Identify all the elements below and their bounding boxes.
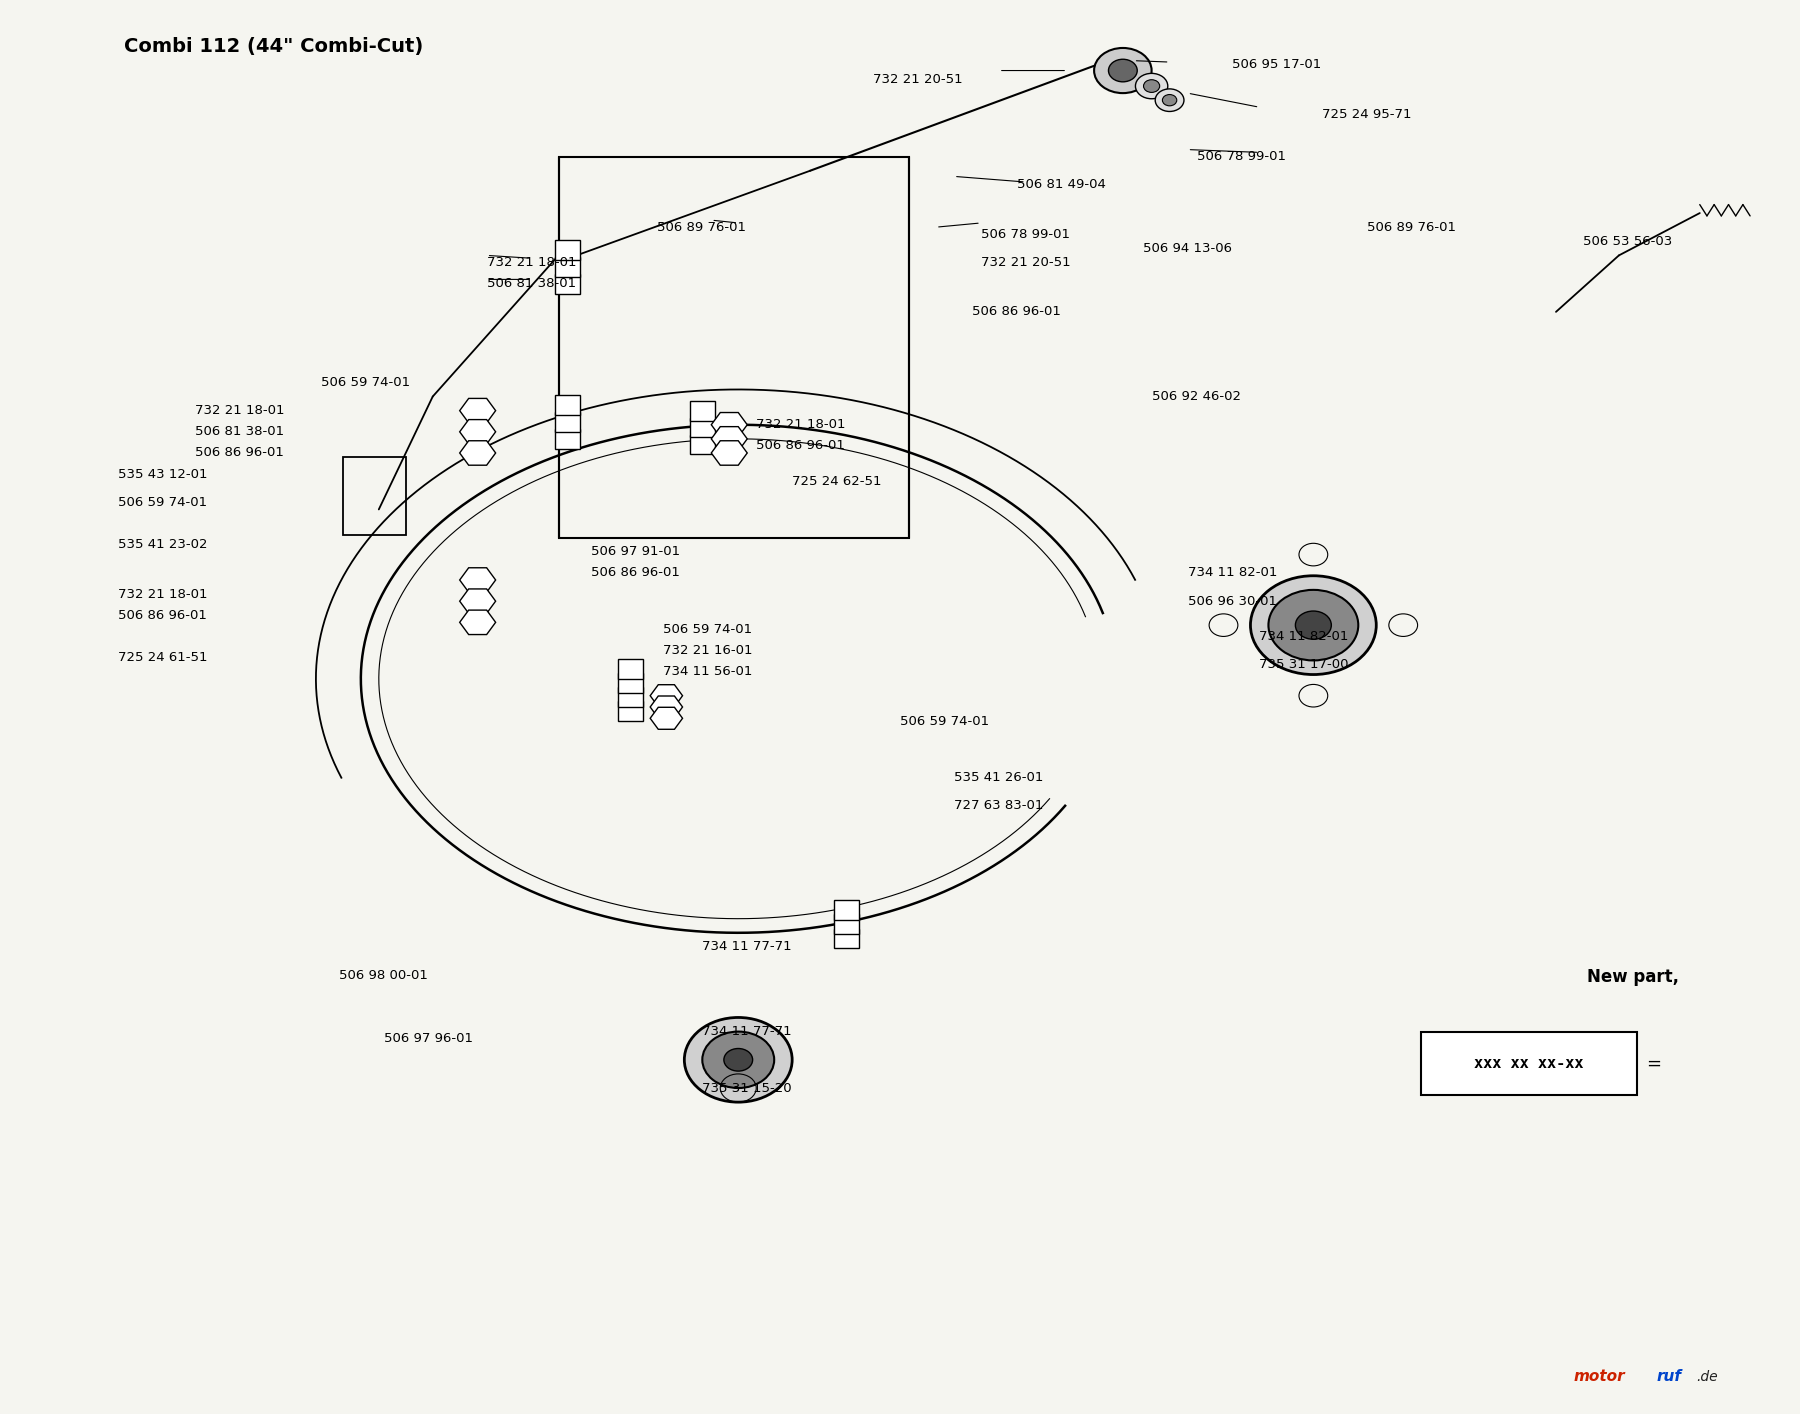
- Bar: [617, 687, 643, 707]
- Text: 506 78 99-01: 506 78 99-01: [981, 228, 1069, 240]
- Text: 734 11 56-01: 734 11 56-01: [662, 665, 752, 679]
- Text: Combi 112 (44" Combi-Cut): Combi 112 (44" Combi-Cut): [124, 37, 423, 55]
- Polygon shape: [650, 696, 682, 718]
- Bar: [554, 240, 580, 260]
- Text: 506 94 13-06: 506 94 13-06: [1143, 242, 1231, 255]
- Text: New part,: New part,: [1586, 969, 1679, 986]
- Bar: [554, 411, 580, 431]
- Text: ruf: ruf: [1656, 1369, 1681, 1384]
- Polygon shape: [711, 441, 747, 465]
- Circle shape: [684, 1018, 792, 1102]
- Text: 725 24 95-71: 725 24 95-71: [1323, 107, 1411, 120]
- Text: 506 78 99-01: 506 78 99-01: [1197, 150, 1285, 163]
- Polygon shape: [459, 568, 495, 592]
- Polygon shape: [459, 609, 495, 635]
- Polygon shape: [711, 413, 747, 437]
- Polygon shape: [459, 420, 495, 444]
- Circle shape: [1143, 79, 1159, 92]
- Text: 725 24 62-51: 725 24 62-51: [792, 475, 882, 488]
- Text: 506 98 00-01: 506 98 00-01: [338, 969, 428, 981]
- Bar: [554, 257, 580, 277]
- Text: 732 21 18-01: 732 21 18-01: [196, 404, 284, 417]
- Text: 506 96 30-01: 506 96 30-01: [1188, 595, 1276, 608]
- Text: 732 21 16-01: 732 21 16-01: [662, 643, 752, 658]
- Circle shape: [702, 1032, 774, 1087]
- Bar: [833, 915, 859, 935]
- Text: 732 21 20-51: 732 21 20-51: [873, 72, 963, 85]
- Bar: [1422, 1032, 1636, 1094]
- Text: 506 59 74-01: 506 59 74-01: [900, 714, 990, 728]
- Text: xxx xx xx-xx: xxx xx xx-xx: [1474, 1056, 1584, 1070]
- Text: 734 11 82-01: 734 11 82-01: [1260, 631, 1348, 643]
- Polygon shape: [459, 590, 495, 614]
- Text: 506 86 96-01: 506 86 96-01: [756, 440, 844, 452]
- Bar: [617, 701, 643, 721]
- Circle shape: [1296, 611, 1332, 639]
- Bar: [833, 929, 859, 949]
- Text: 506 81 38-01: 506 81 38-01: [486, 277, 576, 290]
- Polygon shape: [711, 427, 747, 451]
- Text: 732 21 20-51: 732 21 20-51: [981, 256, 1071, 269]
- Text: 535 43 12-01: 535 43 12-01: [119, 468, 207, 481]
- Bar: [689, 434, 715, 454]
- Circle shape: [724, 1049, 752, 1070]
- Text: motor: motor: [1573, 1369, 1625, 1384]
- Polygon shape: [650, 707, 682, 730]
- Polygon shape: [459, 441, 495, 465]
- Text: 506 86 96-01: 506 86 96-01: [119, 609, 207, 622]
- Bar: [342, 457, 405, 534]
- Text: 506 89 76-01: 506 89 76-01: [1368, 221, 1456, 233]
- Polygon shape: [650, 684, 682, 707]
- Bar: [558, 157, 909, 537]
- Text: 734 11 82-01: 734 11 82-01: [1188, 567, 1276, 580]
- Circle shape: [1094, 48, 1152, 93]
- Text: 506 95 17-01: 506 95 17-01: [1233, 58, 1321, 71]
- Bar: [617, 673, 643, 693]
- Text: 506 59 74-01: 506 59 74-01: [662, 624, 752, 636]
- Text: 734 11 77-71: 734 11 77-71: [702, 1025, 792, 1038]
- Text: 727 63 83-01: 727 63 83-01: [954, 799, 1044, 812]
- Bar: [554, 274, 580, 294]
- Text: 506 86 96-01: 506 86 96-01: [972, 305, 1060, 318]
- Text: 732 21 18-01: 732 21 18-01: [756, 419, 846, 431]
- Text: 735 31 15-20: 735 31 15-20: [702, 1082, 792, 1094]
- Text: 506 59 74-01: 506 59 74-01: [320, 376, 410, 389]
- Text: 506 86 96-01: 506 86 96-01: [590, 567, 680, 580]
- Text: 535 41 26-01: 535 41 26-01: [954, 771, 1044, 783]
- Text: 506 59 74-01: 506 59 74-01: [119, 496, 207, 509]
- Text: .de: .de: [1696, 1370, 1717, 1384]
- Circle shape: [1251, 575, 1377, 674]
- Circle shape: [1109, 59, 1138, 82]
- Text: 734 11 77-71: 734 11 77-71: [702, 940, 792, 953]
- Text: 506 89 76-01: 506 89 76-01: [657, 221, 747, 233]
- Text: 732 21 18-01: 732 21 18-01: [486, 256, 576, 269]
- Text: 506 92 46-02: 506 92 46-02: [1152, 390, 1240, 403]
- Text: 735 31 17-00: 735 31 17-00: [1260, 658, 1348, 672]
- Text: 506 53 56-03: 506 53 56-03: [1582, 235, 1672, 247]
- Text: 725 24 61-51: 725 24 61-51: [119, 650, 207, 665]
- Text: 506 81 38-01: 506 81 38-01: [196, 426, 284, 438]
- Circle shape: [1269, 590, 1359, 660]
- Text: 732 21 18-01: 732 21 18-01: [119, 588, 207, 601]
- Bar: [554, 428, 580, 448]
- Text: 506 81 49-04: 506 81 49-04: [1017, 178, 1105, 191]
- Bar: [554, 395, 580, 414]
- Text: 506 97 91-01: 506 97 91-01: [590, 546, 680, 559]
- Text: 506 86 96-01: 506 86 96-01: [196, 447, 284, 460]
- Text: =: =: [1645, 1055, 1661, 1072]
- Polygon shape: [459, 399, 495, 423]
- Bar: [689, 400, 715, 420]
- Circle shape: [1136, 74, 1168, 99]
- Text: 506 97 96-01: 506 97 96-01: [383, 1032, 473, 1045]
- Circle shape: [1156, 89, 1184, 112]
- Circle shape: [1163, 95, 1177, 106]
- Text: 535 41 23-02: 535 41 23-02: [119, 539, 207, 551]
- Bar: [617, 659, 643, 679]
- Bar: [689, 417, 715, 437]
- Bar: [833, 901, 859, 921]
